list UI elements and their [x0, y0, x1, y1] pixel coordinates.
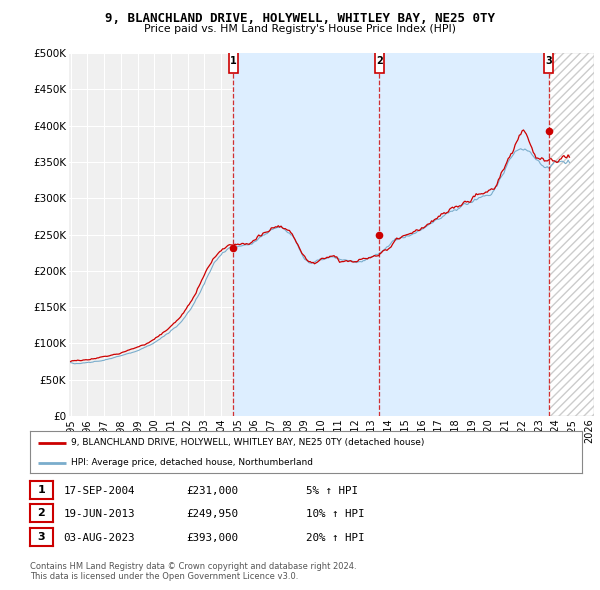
Text: £249,950: £249,950 [186, 510, 238, 519]
Text: 03-AUG-2023: 03-AUG-2023 [64, 533, 135, 543]
Bar [548, 53, 594, 416]
Text: 2: 2 [38, 509, 45, 518]
Text: 20% ↑ HPI: 20% ↑ HPI [306, 533, 365, 543]
Text: 3: 3 [38, 532, 45, 542]
Text: 3: 3 [545, 55, 552, 65]
Text: 17-SEP-2004: 17-SEP-2004 [64, 486, 135, 496]
Text: 5% ↑ HPI: 5% ↑ HPI [306, 486, 358, 496]
Text: HPI: Average price, detached house, Northumberland: HPI: Average price, detached house, Nort… [71, 458, 313, 467]
Text: This data is licensed under the Open Government Licence v3.0.: This data is licensed under the Open Gov… [30, 572, 298, 581]
Text: 2: 2 [376, 55, 383, 65]
Text: £231,000: £231,000 [186, 486, 238, 496]
Text: 10% ↑ HPI: 10% ↑ HPI [306, 510, 365, 519]
Text: £393,000: £393,000 [186, 533, 238, 543]
Text: 1: 1 [230, 55, 236, 65]
FancyBboxPatch shape [544, 48, 553, 73]
Text: Contains HM Land Registry data © Crown copyright and database right 2024.: Contains HM Land Registry data © Crown c… [30, 562, 356, 571]
Bar [233, 53, 548, 416]
Bar [548, 53, 594, 416]
Text: 19-JUN-2013: 19-JUN-2013 [64, 510, 135, 519]
Text: Price paid vs. HM Land Registry's House Price Index (HPI): Price paid vs. HM Land Registry's House … [144, 24, 456, 34]
Text: 9, BLANCHLAND DRIVE, HOLYWELL, WHITLEY BAY, NE25 0TY: 9, BLANCHLAND DRIVE, HOLYWELL, WHITLEY B… [105, 12, 495, 25]
Text: 9, BLANCHLAND DRIVE, HOLYWELL, WHITLEY BAY, NE25 0TY (detached house): 9, BLANCHLAND DRIVE, HOLYWELL, WHITLEY B… [71, 438, 425, 447]
FancyBboxPatch shape [375, 48, 384, 73]
FancyBboxPatch shape [229, 48, 238, 73]
Text: 1: 1 [38, 485, 45, 494]
